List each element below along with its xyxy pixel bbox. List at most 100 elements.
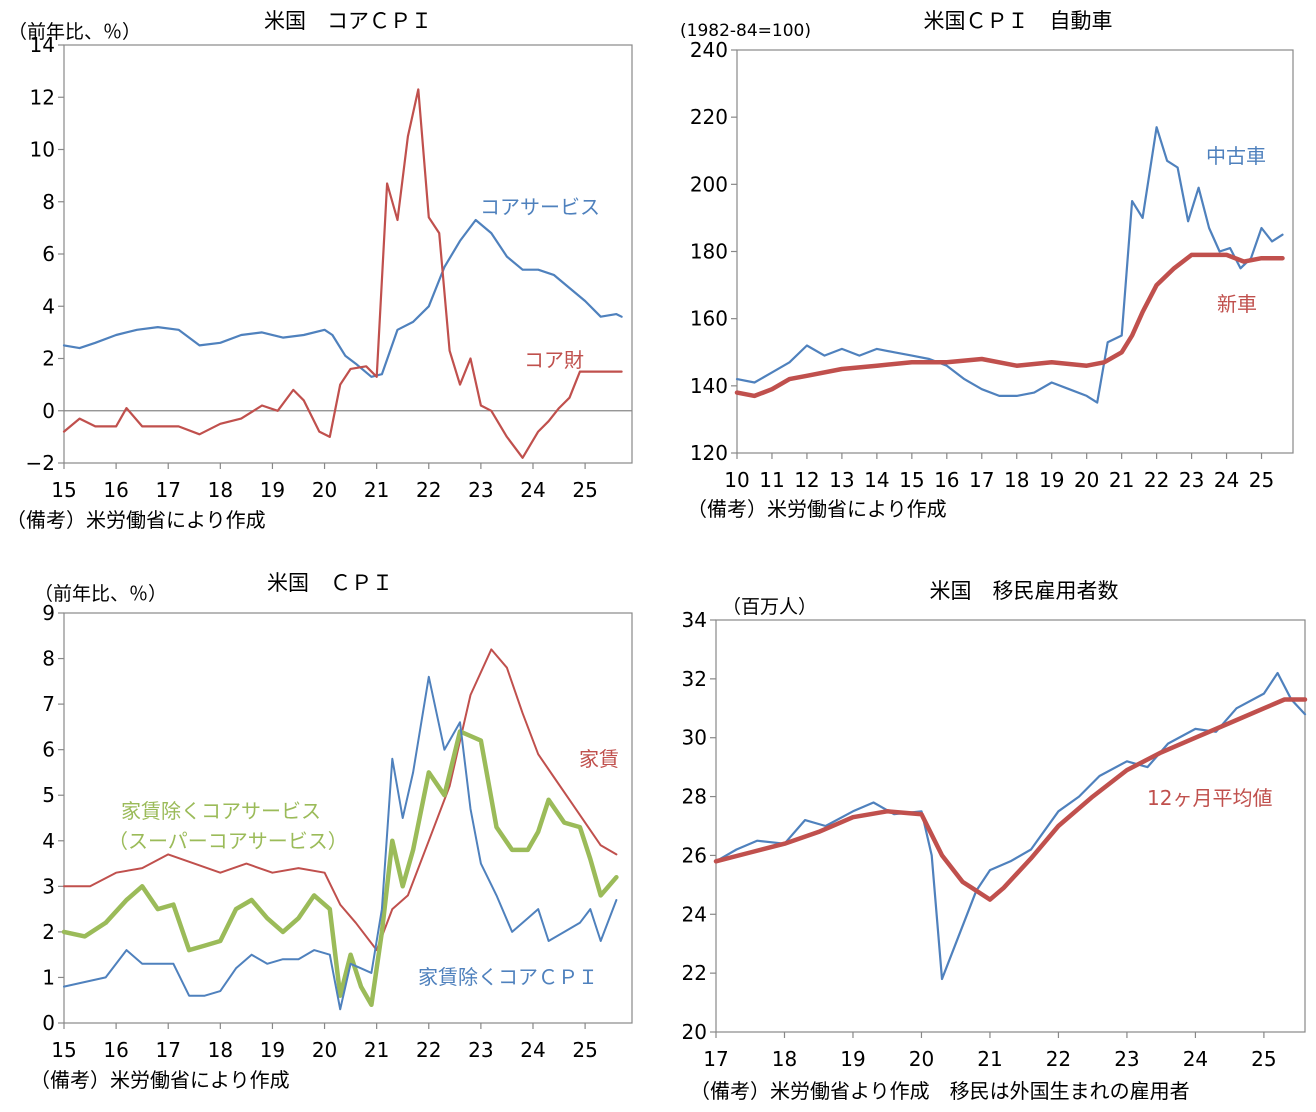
chart3-series-label: 家賃除くコアＣＰＩ: [418, 965, 598, 989]
chart3-unit-label: （前年比、％）: [34, 583, 167, 605]
chart2-xtick-label: 20: [1074, 468, 1099, 492]
chart2-ytick-label: 240: [690, 38, 728, 62]
chart1-xtick-label: 15: [51, 478, 76, 502]
chart2-series-line-2: [734, 252, 1285, 399]
chart4-xtick-label: 18: [772, 1047, 797, 1071]
chart2-xtick-label: 24: [1214, 468, 1239, 492]
chart3-plot-frame: [63, 612, 633, 1024]
chart3-xtick-label: 22: [416, 1038, 441, 1062]
chart2-xtick-label: 10: [724, 468, 749, 492]
chart3-series-line-3: [63, 675, 618, 1011]
chart3-ytick-label: 4: [42, 829, 55, 853]
chart1-source-note: （備考）米労働省により作成: [6, 508, 266, 532]
chart3-ytick-label: 9: [42, 601, 55, 625]
chart2-xtick-label: 23: [1179, 468, 1204, 492]
chart2-xtick-label: 15: [899, 468, 924, 492]
chart2-xtick-label: 16: [934, 468, 959, 492]
chart2-xtick-label: 19: [1039, 468, 1064, 492]
chart3-series-label: 家賃: [579, 747, 619, 771]
chart1-series-line-2: [62, 88, 623, 459]
chart3-series-label: 家賃除くコアサービス: [121, 799, 321, 823]
chart3-xtick-label: 20: [312, 1038, 337, 1062]
chart4-xtick-label: 19: [840, 1047, 865, 1071]
chart1-series-line-1: [62, 218, 623, 378]
chart3-xtick-label: 19: [260, 1038, 285, 1062]
chart4-ytick-label: 28: [682, 785, 707, 809]
chart2-plot-frame: [736, 49, 1294, 454]
chart4-ytick-label: 32: [682, 667, 707, 691]
chart2-xtick-label: 17: [969, 468, 994, 492]
chart1-series-label: コア財: [524, 348, 584, 372]
chart1-xtick-label: 16: [103, 478, 128, 502]
chart1-ytick-label: 6: [42, 242, 55, 266]
chart3-series-label: （スーパーコアサービス）: [108, 829, 348, 853]
chart3-ytick-label: 8: [42, 647, 55, 671]
chart4-xtick-label: 17: [703, 1047, 728, 1071]
chart1-series-label: コアサービス: [480, 195, 600, 219]
chart4-ytick-label: 26: [682, 843, 707, 867]
chart2-xtick-label: 12: [794, 468, 819, 492]
chart3-xtick-label: 24: [520, 1038, 545, 1062]
chart4-ytick-label: 34: [682, 608, 707, 632]
chart4-xtick-label: 20: [909, 1047, 934, 1071]
chart1-xtick-label: 17: [155, 478, 180, 502]
chart1-ytick-label: 8: [42, 190, 55, 214]
chart2-ytick-label: 140: [690, 374, 728, 398]
chart4-xtick-label: 23: [1114, 1047, 1139, 1071]
chart2-series-line-1: [735, 126, 1284, 404]
chart3-source-note: （備考）米労働省により作成: [30, 1068, 290, 1092]
chart2-ytick-label: 200: [690, 172, 728, 196]
chart2-title: 米国ＣＰＩ 自動車: [924, 9, 1113, 33]
chart3-xtick-label: 15: [51, 1038, 76, 1062]
chart4-ytick-label: 22: [682, 961, 707, 985]
chart3-xtick-label: 23: [468, 1038, 493, 1062]
chart1-title: 米国 コアＣＰＩ: [264, 9, 432, 33]
chart4-xtick-label: 21: [977, 1047, 1002, 1071]
chart4-ytick-label: 24: [682, 902, 707, 926]
chart4-series-line-1: [714, 671, 1307, 981]
chart4-series-line-2: [713, 697, 1308, 902]
chart1-ytick-label: 4: [42, 294, 55, 318]
chart4-xtick-label: 25: [1251, 1047, 1276, 1071]
chart1-xtick-label: 21: [364, 478, 389, 502]
chart3-ytick-label: 5: [42, 783, 55, 807]
chart2-ytick-label: 180: [690, 240, 728, 264]
chart2-xtick-label: 13: [829, 468, 854, 492]
chart1-xtick-label: 25: [572, 478, 597, 502]
chart3-xtick-label: 21: [364, 1038, 389, 1062]
chart3-ytick-label: 6: [42, 738, 55, 762]
chart3-ytick-label: 2: [42, 920, 55, 944]
chart4-series-label: 12ヶ月平均値: [1147, 786, 1272, 810]
chart1-xtick-label: 18: [208, 478, 233, 502]
chart1-ytick-label: 14: [30, 33, 55, 57]
chart1-ytick-label: 2: [42, 347, 55, 371]
chart2-series-label: 新車: [1217, 292, 1257, 316]
chart1-xtick-label: 20: [312, 478, 337, 502]
chart3-ytick-label: 3: [42, 874, 55, 898]
chart2-source-note: （備考）米労働省により作成: [687, 497, 947, 521]
chart4-xtick-label: 24: [1183, 1047, 1208, 1071]
chart1-plot-frame: [63, 44, 633, 464]
chart1-xtick-label: 23: [468, 478, 493, 502]
chart2-ytick-label: 120: [690, 441, 728, 465]
chart4-ytick-label: 20: [682, 1020, 707, 1044]
chart2-series-label: 中古車: [1206, 144, 1266, 168]
chart2-unit-label: (1982-84=100): [680, 21, 811, 41]
chart3-xtick-label: 17: [155, 1038, 180, 1062]
chart1-xtick-label: 19: [260, 478, 285, 502]
chart3-series-line-1: [63, 648, 618, 952]
chart4-plot-frame: [715, 619, 1306, 1033]
chart1-ytick-label: 12: [30, 85, 55, 109]
chart1-unit-label: （前年比、％）: [8, 21, 141, 43]
chart3-ytick-label: 1: [42, 965, 55, 989]
chart3-title: 米国 ＣＰＩ: [267, 571, 393, 595]
chart1-ytick-label: −2: [26, 451, 55, 475]
chart4-source-note: （備考）米労働省より作成 移民は外国生まれの雇用者: [690, 1079, 1190, 1103]
chart1-ytick-label: 10: [30, 138, 55, 162]
chart2-ytick-label: 160: [690, 307, 728, 331]
chart2-xtick-label: 11: [759, 468, 784, 492]
chart4-title: 米国 移民雇用者数: [930, 579, 1119, 603]
chart2-xtick-label: 14: [864, 468, 889, 492]
chart4-xtick-label: 22: [1046, 1047, 1071, 1071]
